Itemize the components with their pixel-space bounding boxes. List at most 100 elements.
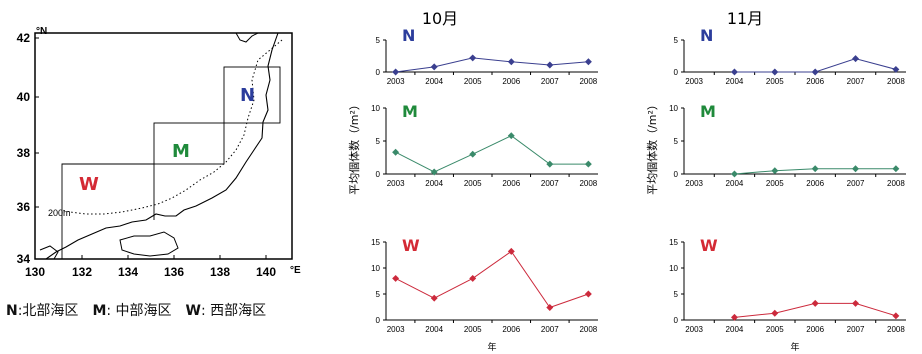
coastline-kyushu: [39, 245, 59, 260]
series-line: [395, 135, 589, 173]
x-tick-label: 2006: [502, 325, 520, 334]
map-frame: [34, 32, 293, 260]
series-line: [395, 57, 589, 73]
data-point: [546, 160, 554, 168]
x-tick-label: 2008: [887, 77, 905, 86]
x-tick-label: 2008: [887, 325, 905, 334]
north-label: °N: [36, 26, 47, 37]
x-tick-label: 2007: [847, 179, 865, 188]
y-tick-label: 5: [376, 290, 381, 299]
data-point: [892, 165, 900, 173]
data-point: [584, 290, 592, 298]
data-point: [546, 304, 554, 311]
data-point: [731, 68, 738, 76]
map-y-tick-label: 42: [17, 31, 31, 45]
x-tick-label: 2007: [847, 325, 865, 334]
charts: 10月 0 5 2003 2004 2005 2006 2007 2008 N 0 5 10 2003 20…: [347, 9, 906, 353]
x-tick-label: 2008: [579, 179, 597, 188]
chart-panel-1: 10月 0 5 2003 2004 2005 2006 2007 2008 N: [376, 9, 598, 86]
coastline-shikoku: [119, 231, 179, 257]
map-x-tick-label: 132: [72, 265, 92, 279]
chart-panel-2: 0 5 10 2003 2004 2005 2006 2007 2008 M 平均個体数（/m²）: [347, 99, 598, 195]
legend-m-key: M: [92, 303, 107, 319]
y-tick-label: 10: [669, 104, 678, 113]
y-tick-label: 5: [674, 137, 679, 146]
data-point: [731, 313, 738, 321]
y-tick-label: 0: [376, 68, 381, 77]
x-tick-label: 2004: [425, 77, 443, 86]
data-point: [811, 299, 819, 307]
series-line: [395, 250, 589, 309]
east-label: °E: [290, 265, 301, 276]
data-point: [430, 294, 438, 302]
legend-n-text: :北部海区: [17, 303, 79, 319]
coastline-north: [235, 32, 259, 43]
x-tick-label: 2006: [502, 179, 520, 188]
data-point: [469, 274, 477, 282]
x-tick-label: 2004: [726, 77, 744, 86]
data-point: [430, 63, 438, 71]
x-tick-label: 2008: [579, 325, 597, 334]
data-point: [392, 274, 400, 282]
x-tick-label: 2006: [806, 179, 824, 188]
data-point: [430, 168, 438, 176]
y-tick-label: 10: [669, 264, 678, 273]
data-point: [811, 165, 819, 173]
chart-title: 11月: [727, 9, 763, 28]
x-tick-label: 2003: [387, 77, 405, 86]
x-tick-label: 2007: [541, 179, 559, 188]
data-point: [469, 150, 477, 158]
region-label-w: W: [700, 236, 718, 255]
y-tick-label: 15: [371, 238, 380, 247]
x-tick-label: 2005: [766, 77, 784, 86]
data-point: [892, 312, 900, 320]
region-label-m: M: [402, 102, 418, 121]
x-tick-label: 2004: [726, 179, 744, 188]
x-tick-label: 2007: [541, 77, 559, 86]
data-point: [584, 160, 592, 168]
x-tick-label: 2003: [387, 179, 405, 188]
map-ticks: 130 132 134 136 138 140 34 36 38 40 42: [17, 31, 277, 279]
x-tick-label: 2003: [685, 77, 703, 86]
x-axis-label: 年: [487, 341, 496, 353]
data-point: [852, 55, 860, 63]
region-label-n: N: [700, 26, 713, 45]
map-y-tick-label: 38: [17, 146, 31, 160]
y-tick-label: 0: [674, 316, 679, 325]
x-axis-label: 年: [790, 341, 799, 353]
map-x-tick-label: 136: [164, 265, 184, 279]
data-point: [771, 167, 779, 175]
map-label-m: M: [172, 141, 190, 162]
x-tick-label: 2007: [847, 77, 865, 86]
x-tick-label: 2003: [685, 179, 703, 188]
y-tick-label: 0: [674, 170, 679, 179]
map-x-tick-label: 138: [210, 265, 230, 279]
legend-w-key: W: [185, 303, 201, 319]
x-tick-label: 2004: [425, 179, 443, 188]
y-tick-label: 5: [674, 36, 679, 45]
data-point: [469, 54, 477, 62]
chart-panel-3: 0 5 10 15 2003 2004 2005 2006 2007 2008 W 年: [371, 236, 598, 353]
x-tick-label: 2005: [464, 179, 482, 188]
map-y-tick-label: 34: [17, 252, 31, 266]
map-x-tick-label: 130: [25, 265, 45, 279]
region-box-m: [153, 122, 225, 165]
x-tick-label: 2003: [387, 325, 405, 334]
y-axis-label: 平均個体数（/m²）: [645, 99, 659, 195]
data-point: [892, 65, 900, 73]
x-tick-label: 2005: [464, 77, 482, 86]
map-y-tick-label: 40: [17, 90, 31, 104]
x-tick-label: 2006: [502, 77, 520, 86]
legend-m-text: : 中部海区: [106, 303, 172, 319]
y-tick-label: 0: [376, 316, 381, 325]
region-label-w: W: [402, 236, 420, 255]
x-tick-label: 2005: [766, 325, 784, 334]
x-tick-label: 2005: [464, 325, 482, 334]
map-y-tick-label: 36: [17, 200, 31, 214]
x-tick-label: 2004: [726, 325, 744, 334]
map-x-tick-label: 140: [256, 265, 276, 279]
region-label-m: M: [700, 102, 716, 121]
y-tick-label: 5: [376, 36, 381, 45]
y-tick-label: 15: [669, 238, 678, 247]
